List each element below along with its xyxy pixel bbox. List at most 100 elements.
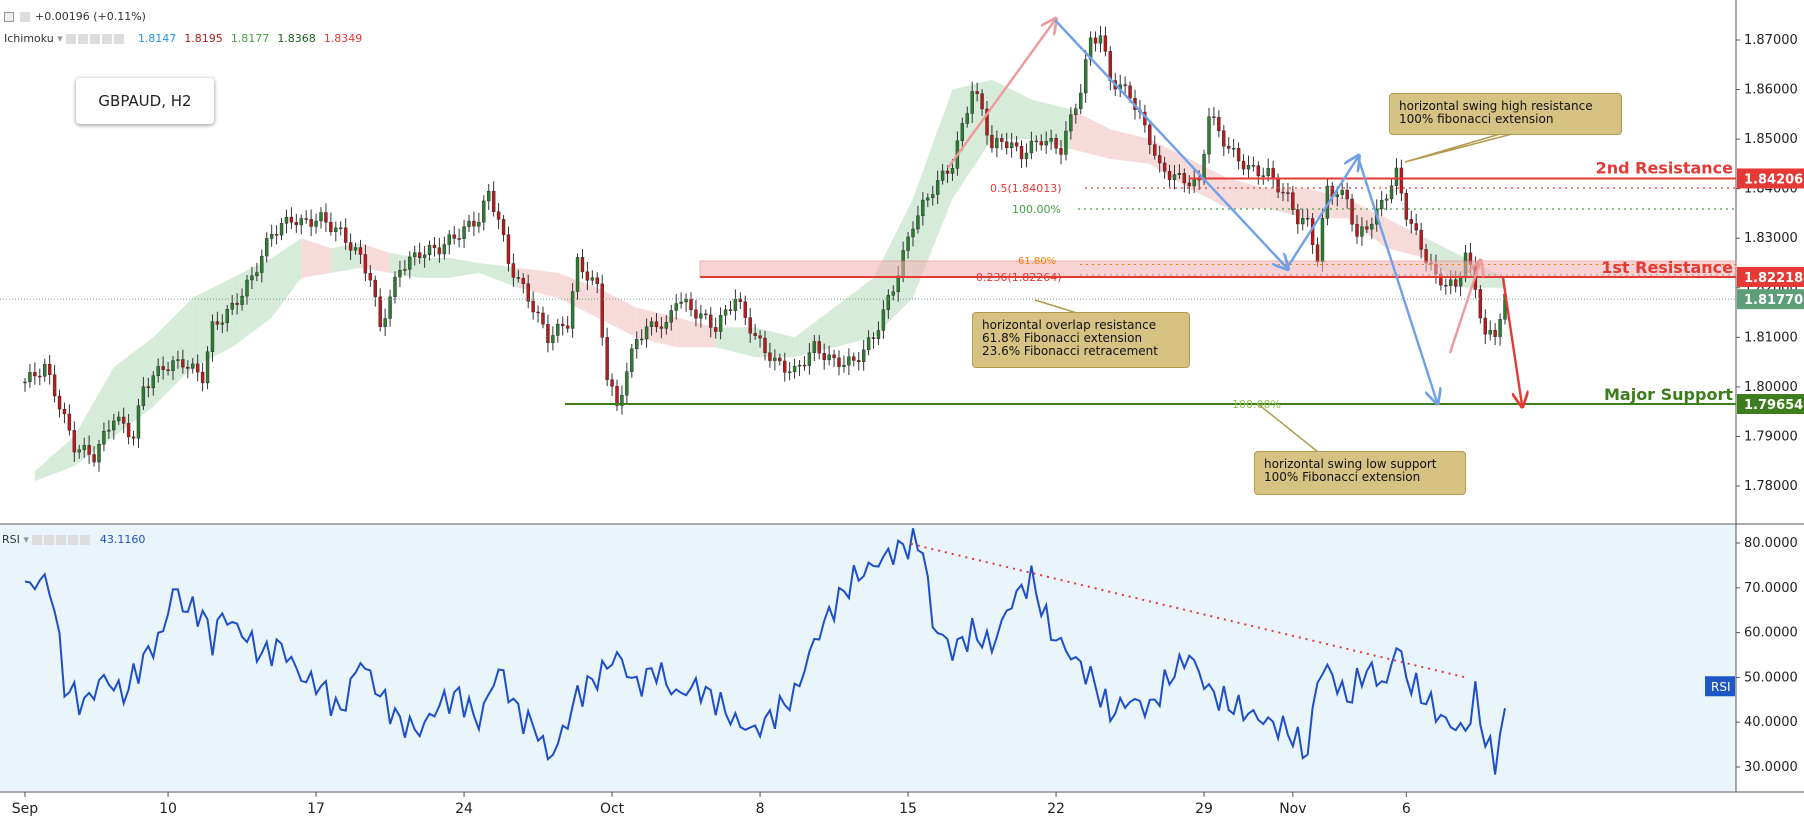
candle	[1014, 135, 1019, 152]
flag-icon[interactable]	[19, 12, 30, 22]
candle-body	[615, 386, 619, 406]
candle-body	[1064, 130, 1068, 155]
candle-body	[763, 337, 767, 353]
settings-icon[interactable]	[78, 34, 89, 44]
candle	[1488, 320, 1492, 341]
cloud-segment-28	[1070, 109, 1111, 159]
candle	[442, 236, 447, 260]
candle-body	[827, 354, 831, 361]
candle-body	[1301, 217, 1305, 225]
minimize-icon[interactable]	[4, 12, 14, 22]
cloud-segment-36	[1386, 218, 1427, 259]
candle-body	[1404, 192, 1409, 220]
candle	[112, 413, 116, 440]
candle-body	[487, 190, 491, 202]
candles	[23, 26, 1507, 472]
rsi-add-icon[interactable]	[68, 535, 79, 545]
candle-body	[1305, 217, 1310, 220]
candle	[47, 354, 52, 385]
cloud-segment-0	[34, 436, 75, 482]
candle	[931, 185, 935, 206]
cloud-segment-11	[419, 258, 450, 278]
candle	[408, 251, 412, 279]
candle	[857, 351, 861, 371]
rsi-line	[24, 528, 1506, 775]
candle-body	[52, 374, 57, 397]
candle-body	[935, 180, 940, 195]
candle	[38, 368, 42, 386]
candle	[422, 246, 427, 268]
cloud-segment-22	[834, 277, 874, 348]
candle-body	[57, 395, 62, 410]
candle-body	[1128, 85, 1132, 99]
close-icon[interactable]	[114, 34, 125, 44]
candle-body	[1182, 173, 1187, 184]
rsi-close-icon[interactable]	[80, 535, 91, 545]
rsi-menu-icon[interactable]: ▾	[23, 533, 29, 546]
candle-body	[970, 91, 974, 114]
candle	[363, 244, 368, 282]
candle	[783, 352, 787, 382]
candle	[1083, 49, 1088, 103]
candle	[324, 203, 328, 232]
price-tick-label: 1.83000	[1744, 231, 1798, 246]
candle	[748, 308, 752, 343]
rsi-settings-icon[interactable]	[44, 535, 55, 545]
candle	[595, 272, 599, 294]
rsi-legend[interactable]: RSI ▾ 43.1160	[2, 533, 145, 546]
candle	[230, 294, 234, 316]
candle	[565, 315, 570, 333]
candle	[1019, 140, 1024, 168]
candle	[1034, 135, 1039, 152]
rsi-format-icon[interactable]	[56, 535, 67, 545]
candle-body	[881, 309, 886, 331]
ichimoku-menu-icon[interactable]: ▾	[57, 32, 63, 45]
candle-body	[467, 220, 471, 227]
candle-body	[161, 366, 165, 370]
candle-body	[1276, 178, 1280, 193]
candle	[561, 316, 565, 336]
candle-body	[842, 364, 846, 367]
candle-body	[832, 354, 836, 359]
candle	[551, 326, 555, 351]
major-support-label: Major Support	[1604, 385, 1733, 404]
candle-body	[1005, 141, 1009, 149]
candle	[817, 335, 821, 360]
candle	[126, 413, 131, 445]
candle-body	[620, 395, 624, 406]
rsi-eye-icon[interactable]	[32, 535, 43, 545]
price-tick-label: 1.87000	[1744, 33, 1798, 48]
candle	[906, 232, 910, 259]
candle-body	[1217, 117, 1221, 131]
candle-body	[151, 375, 155, 389]
candle	[990, 125, 994, 153]
candle	[432, 237, 437, 257]
candle-body	[837, 357, 841, 367]
candle	[191, 357, 195, 374]
candle-body	[472, 220, 476, 227]
price-label-box	[1737, 168, 1804, 189]
candle	[1093, 31, 1098, 52]
candle-body	[960, 123, 965, 142]
candle-body	[1083, 59, 1088, 94]
candle	[1379, 191, 1384, 217]
format-icon[interactable]	[90, 34, 101, 44]
candle	[861, 340, 866, 371]
candle-body	[1340, 189, 1344, 195]
candle	[457, 228, 461, 248]
pink-arrow-up-2	[1448, 262, 1480, 354]
candle-body	[131, 436, 136, 439]
candle-body	[1345, 189, 1349, 200]
candle	[921, 191, 925, 226]
candle	[600, 274, 604, 346]
candle	[117, 411, 121, 426]
candle	[136, 398, 141, 448]
ichimoku-legend[interactable]: Ichimoku ▾ 1.8147 1.8195 1.8177 1.8368 1.834…	[4, 32, 362, 45]
candle	[482, 195, 486, 231]
candle	[866, 330, 871, 356]
candle-body	[1271, 168, 1275, 179]
eye-icon[interactable]	[66, 34, 77, 44]
candle	[171, 355, 175, 381]
candle	[77, 444, 81, 459]
add-icon[interactable]	[102, 34, 113, 44]
